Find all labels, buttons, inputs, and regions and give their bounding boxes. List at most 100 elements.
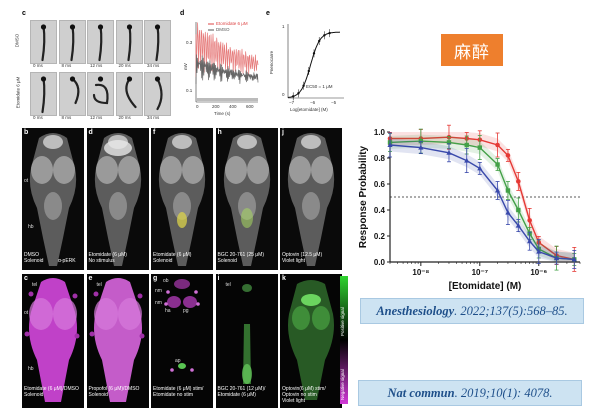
panel-c-label: c (22, 10, 26, 17)
trace-legend-dmso: DMSO (216, 27, 230, 32)
frame-time: 34 ms (147, 63, 160, 68)
panel-caption-1: Etomidate (6 μM) (153, 252, 192, 258)
frame-time: 34 ms (147, 115, 160, 120)
citation-journal: Anesthesiology (376, 303, 455, 318)
region-pg: pg (183, 308, 189, 314)
data-point (571, 256, 577, 262)
data-point (387, 142, 393, 147)
panel-caption-2: Solenoid (153, 258, 173, 264)
data-point (516, 207, 521, 213)
small-ytick-0: 1 (282, 24, 285, 29)
fish-image (69, 24, 75, 62)
data-point (516, 179, 521, 184)
brain-panel-bottom: i BGC 20-761 (12 μM)/Etomidate (6 μM) tel (215, 274, 278, 408)
panel-caption-1: Optovin(6 μM) stim/ (282, 386, 326, 392)
fish-frame (87, 20, 114, 64)
trace-xtick-0: 0 (196, 104, 199, 109)
region-ot: ot (24, 310, 29, 316)
brain-panel-bottom: e Propofol (6 μM)/DMSO Solenoid tel (86, 274, 149, 408)
figure-panel: c DMSO Etomidate 6 μM 0 ms 8 ms 12 ms 20 ms… (14, 10, 348, 408)
series-line (390, 136, 575, 261)
region-tel: tel (225, 282, 231, 288)
y-tick-label: 1.0 (374, 128, 386, 137)
panel-letter: d (88, 129, 93, 136)
panel-caption-2: Solenoid (24, 258, 44, 264)
panel-letter: f (153, 129, 156, 136)
small-xtick-1: −6 (310, 100, 316, 105)
panel-caption-1: Etomidate (6 μM) stim/ (153, 386, 204, 392)
panel-caption-1: Optovin (12.5 μM) (282, 252, 323, 258)
fish-frame (58, 72, 86, 116)
panel-caption-2: No stimulus (88, 258, 115, 264)
small-xtick-2: −5 (331, 100, 337, 105)
panel-caption-1: Etomidate (6 μM)/DMSO (24, 386, 79, 392)
fish-frame (30, 72, 57, 116)
panel-caption-2: Solenoid (217, 258, 237, 264)
panel-e-label: e (266, 10, 270, 17)
y-tick-label: 0.4 (374, 206, 386, 215)
topic-badge-text: 麻醉 (454, 42, 490, 63)
small-annot: EC50 = 1 μM (306, 84, 333, 89)
x-tick-label: 10⁻⁷ (472, 268, 488, 277)
brain-image (89, 278, 144, 402)
fish-image (124, 76, 137, 109)
row-label-etomidate: Etomidate 6 μM (15, 76, 21, 109)
region-nm: nm (155, 288, 162, 294)
data-point (464, 142, 469, 148)
trace-ytick-0: 0.3 (186, 40, 193, 45)
panel-letter: k (282, 275, 286, 282)
y-tick-label: 0.6 (374, 180, 386, 189)
fish-frame (58, 20, 86, 64)
data-point (494, 187, 501, 193)
data-point (536, 248, 542, 254)
frame-time: 20 ms (118, 115, 131, 120)
panel-letter: c (24, 275, 28, 282)
brain-image (24, 278, 80, 402)
data-point (477, 165, 483, 171)
trace-xlabel: Time (s) (214, 111, 231, 116)
brain-panel-top: b DMSO Solenoid α-pERK ot hb (22, 128, 84, 270)
y-tick-label: 0.8 (374, 154, 386, 163)
frame-time: 8 ms (61, 63, 72, 68)
brain-panel-bottom: c Etomidate (6 μM)/DMSO Solenoid tel ot hb (22, 274, 84, 408)
row-label-dmso: DMSO (14, 33, 20, 48)
frame-time: 12 ms (90, 63, 103, 68)
brain-image (158, 133, 206, 266)
y-axis-label: Response Probability (358, 145, 369, 248)
panel-caption-2: Etomidate no stim (153, 392, 194, 398)
panel-e-curve: e Pnenocarre 1 0 −7 −6 −5 Log[etomidate]… (266, 10, 348, 124)
panel-caption-extra: α-pERK (58, 258, 76, 264)
panel-c: c DMSO Etomidate 6 μM 0 ms 8 ms 12 ms 20 ms… (14, 10, 172, 124)
small-dose-curve (287, 24, 344, 101)
data-point (418, 144, 424, 150)
panel-caption-2: Violet light (282, 258, 305, 264)
small-xtick-0: −7 (289, 100, 295, 105)
trace-legend-etomidate: Etomidate 6 μM (216, 21, 248, 26)
fish-frame (30, 20, 57, 64)
scale-negative: Negative signal (340, 369, 345, 400)
data-point (477, 145, 483, 150)
data-point (553, 255, 560, 261)
brain-bottom-row: c Etomidate (6 μM)/DMSO Solenoid tel ot hb e Pr… (22, 274, 348, 408)
citation-journal: Nat commun (387, 385, 455, 400)
trace-plot (195, 22, 259, 103)
trace-ylabel: mV (182, 63, 188, 70)
panel-caption-1: Etomidate (6 μM) (88, 252, 127, 258)
fish-frame (87, 72, 114, 116)
data-point (446, 150, 452, 155)
data-point (505, 153, 511, 158)
brain-panel-top: d Etomidate (6 μM) No stimulus (86, 128, 149, 270)
data-point (464, 157, 470, 163)
fish-frame (115, 20, 143, 64)
brain-panel-bottom: g Etomidate (6 μM) stim/Etomidate no stim… (151, 274, 213, 408)
brain-image (164, 279, 200, 372)
panel-caption-1: BGC 20-761 (25 μM) (217, 252, 265, 258)
signal-scale-bar (340, 276, 348, 404)
panel-letter: g (153, 275, 158, 282)
region-hb: hb (28, 366, 34, 372)
panel-caption-2: Etomidate (6 μM) (217, 392, 256, 398)
fish-image (97, 24, 104, 62)
citation-details: . 2022;137(5):568–85. (454, 303, 568, 318)
brain-image (241, 284, 252, 384)
x-tick-label: 10⁻⁸ (412, 268, 429, 277)
